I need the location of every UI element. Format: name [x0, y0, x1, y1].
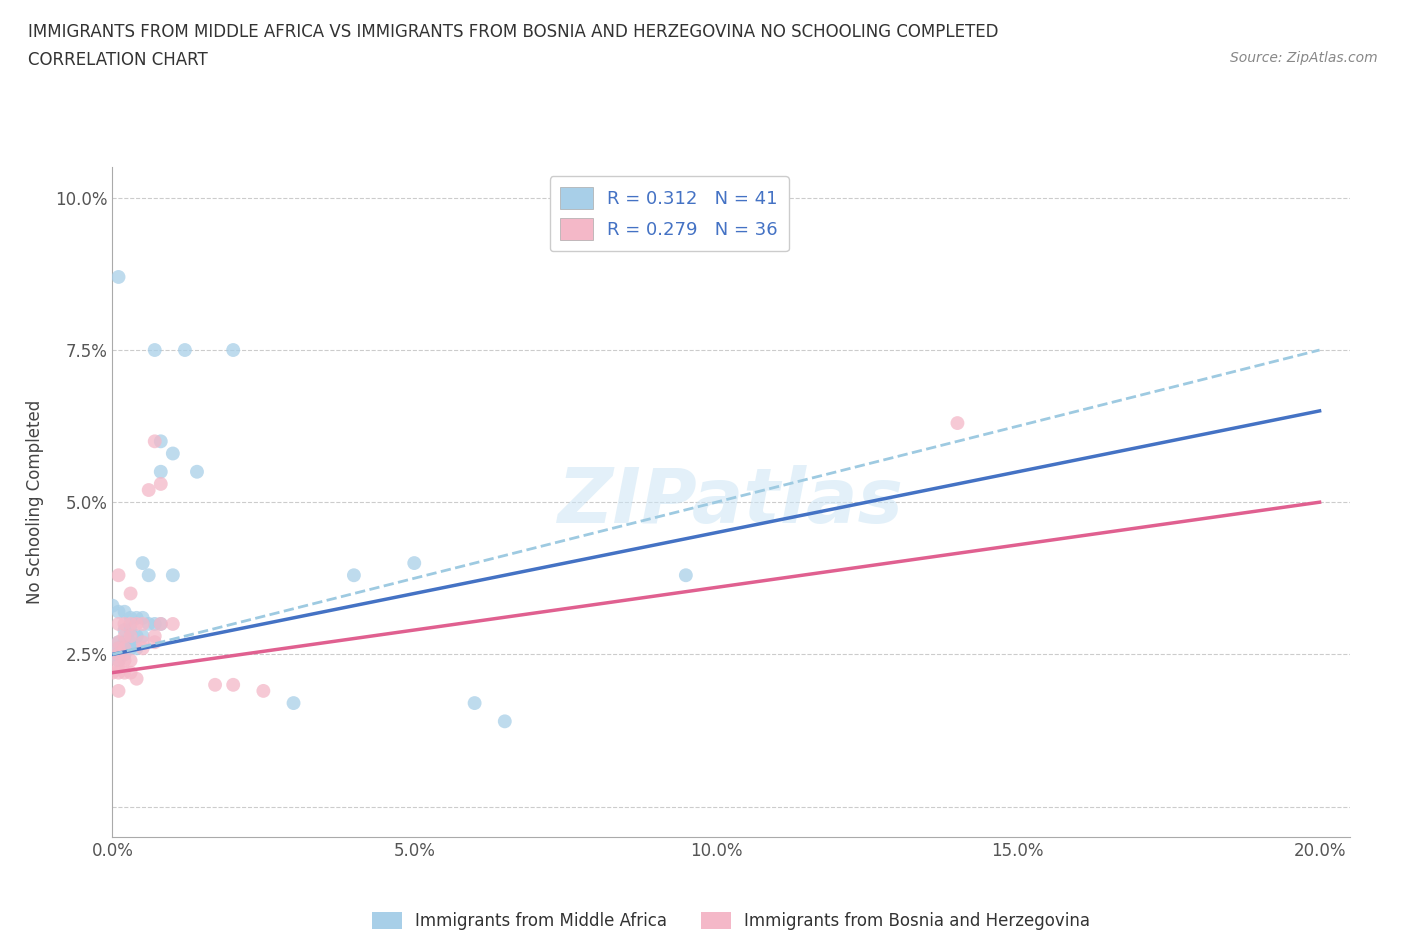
Point: [162, 617, 184, 631]
Point: [143, 617, 166, 631]
Point: [120, 610, 142, 625]
Point: [120, 622, 142, 637]
Point: [131, 635, 153, 650]
Point: [404, 555, 426, 570]
Point: [125, 617, 148, 631]
Point: [107, 641, 129, 656]
Point: [107, 568, 129, 583]
Point: [143, 434, 166, 449]
Point: [283, 696, 305, 711]
Point: [131, 641, 153, 656]
Text: Source: ZipAtlas.com: Source: ZipAtlas.com: [1230, 51, 1378, 65]
Point: [125, 629, 148, 644]
Point: [149, 617, 172, 631]
Point: [107, 653, 129, 668]
Point: [101, 665, 124, 680]
Text: ZIPatlas: ZIPatlas: [558, 465, 904, 539]
Point: [107, 641, 129, 656]
Point: [131, 555, 153, 570]
Point: [162, 446, 184, 461]
Point: [343, 568, 366, 583]
Point: [114, 604, 136, 619]
Legend: Immigrants from Middle Africa, Immigrants from Bosnia and Herzegovina: Immigrants from Middle Africa, Immigrant…: [366, 906, 1097, 930]
Point: [107, 665, 129, 680]
Point: [143, 342, 166, 357]
Point: [131, 617, 153, 631]
Point: [107, 270, 129, 285]
Point: [120, 635, 142, 650]
Point: [107, 617, 129, 631]
Point: [107, 635, 129, 650]
Point: [138, 617, 160, 631]
Point: [494, 714, 516, 729]
Point: [186, 464, 208, 479]
Point: [125, 641, 148, 656]
Y-axis label: No Schooling Completed: No Schooling Completed: [25, 400, 44, 604]
Point: [204, 677, 226, 692]
Point: [114, 665, 136, 680]
Point: [131, 629, 153, 644]
Point: [114, 641, 136, 656]
Point: [120, 617, 142, 631]
Point: [143, 635, 166, 650]
Point: [114, 629, 136, 644]
Point: [149, 464, 172, 479]
Point: [138, 483, 160, 498]
Point: [107, 647, 129, 662]
Point: [143, 629, 166, 644]
Point: [120, 653, 142, 668]
Point: [107, 684, 129, 698]
Point: [946, 416, 969, 431]
Point: [149, 476, 172, 491]
Point: [107, 635, 129, 650]
Point: [174, 342, 197, 357]
Point: [125, 610, 148, 625]
Point: [101, 647, 124, 662]
Point: [131, 610, 153, 625]
Point: [675, 568, 697, 583]
Point: [149, 434, 172, 449]
Point: [120, 629, 142, 644]
Point: [114, 653, 136, 668]
Point: [222, 677, 245, 692]
Point: [107, 659, 129, 674]
Point: [114, 635, 136, 650]
Point: [222, 342, 245, 357]
Point: [138, 568, 160, 583]
Point: [120, 586, 142, 601]
Point: [120, 641, 142, 656]
Point: [125, 671, 148, 686]
Point: [114, 622, 136, 637]
Point: [107, 604, 129, 619]
Point: [107, 647, 129, 662]
Point: [101, 598, 124, 613]
Point: [114, 647, 136, 662]
Point: [107, 653, 129, 668]
Point: [162, 568, 184, 583]
Point: [120, 665, 142, 680]
Point: [114, 617, 136, 631]
Point: [114, 641, 136, 656]
Point: [149, 617, 172, 631]
Point: [464, 696, 486, 711]
Text: CORRELATION CHART: CORRELATION CHART: [28, 51, 208, 69]
Text: IMMIGRANTS FROM MIDDLE AFRICA VS IMMIGRANTS FROM BOSNIA AND HERZEGOVINA NO SCHOO: IMMIGRANTS FROM MIDDLE AFRICA VS IMMIGRA…: [28, 23, 998, 41]
Point: [252, 684, 274, 698]
